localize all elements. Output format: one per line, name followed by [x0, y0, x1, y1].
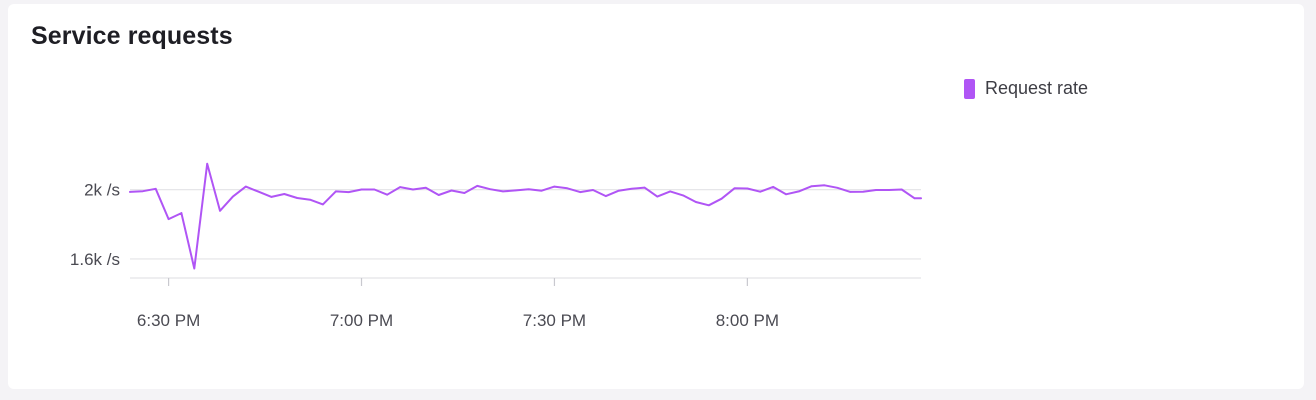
data-point — [502, 190, 504, 193]
data-point — [759, 190, 762, 193]
data-point — [129, 191, 131, 193]
data-point — [373, 188, 376, 191]
data-point — [154, 188, 157, 190]
data-point — [920, 197, 922, 200]
data-point — [875, 189, 877, 191]
data-point — [836, 186, 839, 189]
data-point — [232, 195, 234, 198]
data-point — [244, 185, 247, 188]
data-point — [682, 194, 684, 197]
data-point — [167, 218, 170, 220]
x-tick-label-1: 7:00 PM — [330, 311, 393, 330]
series-line-request-rate — [129, 162, 922, 270]
data-point — [540, 189, 543, 192]
data-point — [347, 191, 350, 193]
data-point — [322, 203, 324, 206]
data-point — [309, 198, 311, 201]
data-point — [900, 188, 903, 191]
data-point — [592, 189, 594, 191]
data-point — [425, 186, 427, 189]
data-point — [913, 197, 916, 200]
x-tick-label-0: 6:30 PM — [137, 311, 200, 330]
data-point — [630, 188, 633, 190]
data-point — [283, 193, 286, 195]
data-point — [656, 195, 659, 198]
data-point — [142, 190, 144, 193]
data-point — [746, 187, 749, 190]
y-tick-label-1: 1.6k /s — [70, 250, 120, 269]
data-point — [669, 190, 671, 193]
data-point — [720, 197, 723, 200]
legend-swatch-request-rate — [964, 78, 975, 99]
data-point — [489, 188, 491, 190]
data-point — [553, 185, 556, 188]
data-point — [193, 267, 196, 270]
data-point — [206, 162, 208, 165]
data-point — [862, 190, 864, 193]
data-point — [605, 195, 607, 197]
data-point — [476, 185, 479, 187]
data-point — [643, 186, 646, 189]
data-point — [180, 212, 183, 214]
data-point — [785, 193, 787, 196]
data-point — [823, 184, 826, 187]
data-point — [412, 188, 414, 191]
data-point — [888, 189, 890, 191]
data-point — [733, 187, 736, 190]
panel-title: Service requests — [31, 22, 233, 50]
data-point — [515, 189, 517, 192]
x-tick-label-2: 7:30 PM — [523, 311, 586, 330]
x-tick-label-3: 8:00 PM — [716, 311, 779, 330]
data-point — [707, 204, 710, 207]
data-point — [296, 197, 299, 199]
legend-label-request-rate: Request rate — [985, 78, 1089, 98]
data-point — [270, 196, 273, 198]
data-point — [849, 191, 852, 193]
data-point — [695, 201, 697, 203]
chart-legend[interactable]: Request rate — [964, 78, 1088, 99]
data-point — [798, 190, 800, 193]
data-point — [527, 188, 530, 191]
y-tick-label-0: 2k /s — [84, 181, 120, 200]
data-point — [463, 192, 466, 194]
data-point — [566, 187, 569, 190]
data-point — [450, 189, 453, 192]
data-point — [579, 191, 581, 193]
data-point — [617, 189, 620, 192]
data-point — [386, 193, 389, 196]
data-point — [810, 185, 813, 188]
data-point — [399, 186, 401, 188]
data-point — [437, 194, 440, 196]
data-point — [334, 190, 337, 193]
data-point — [219, 210, 221, 212]
data-point — [257, 190, 260, 193]
data-point — [772, 186, 774, 188]
data-point — [360, 188, 363, 191]
